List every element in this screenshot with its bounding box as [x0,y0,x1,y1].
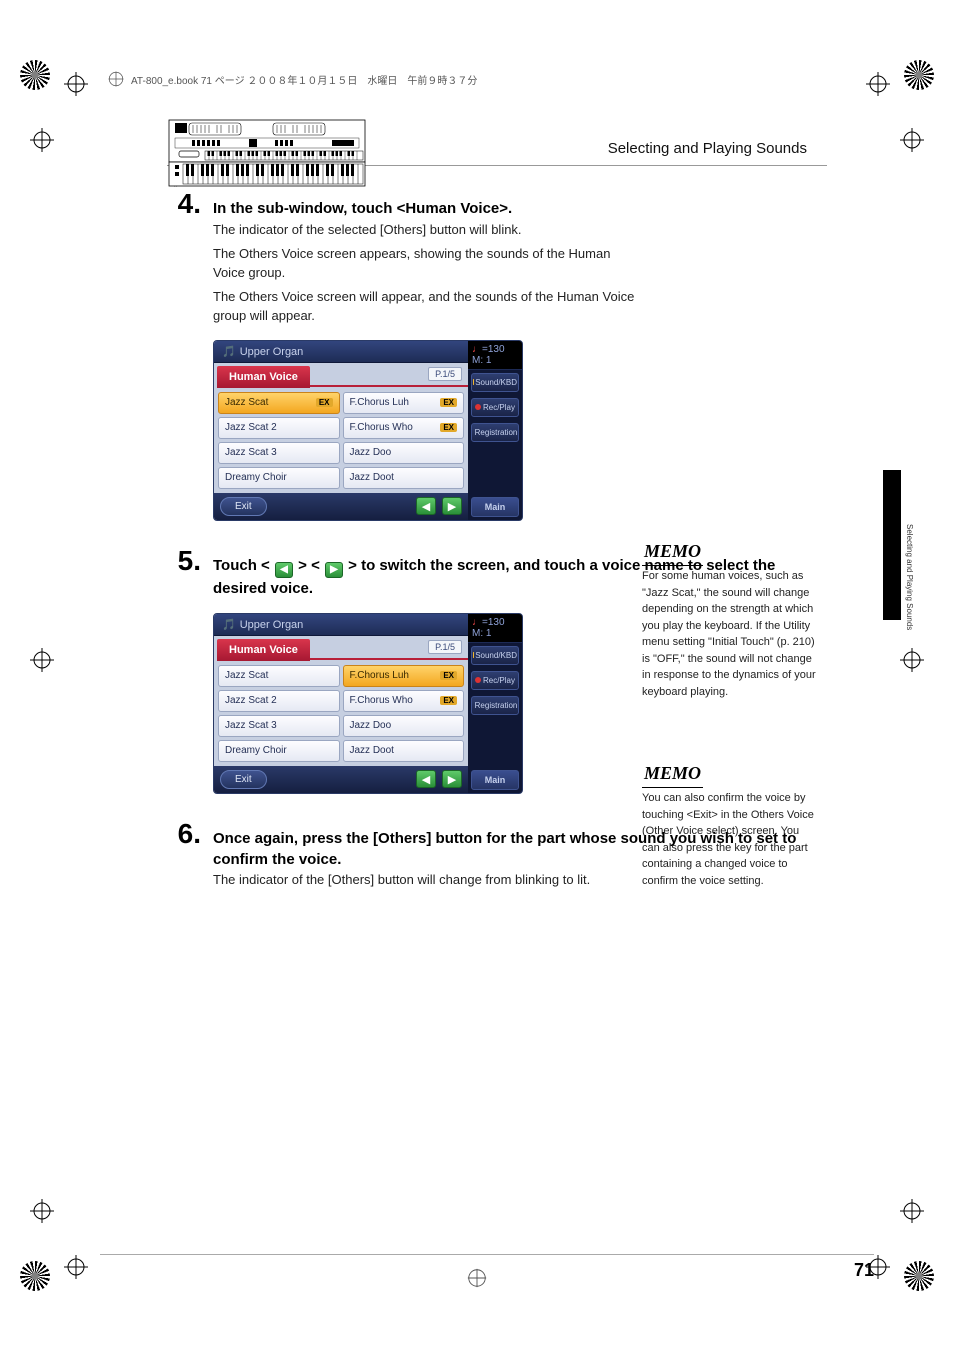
ss-voice-cell[interactable]: Jazz Scat 3 [218,442,340,464]
step-body-text: The indicator of the [Others] button wil… [213,870,643,890]
ss-side-rec-play[interactable]: Rec/Play [471,671,519,690]
ss-exit-button[interactable]: Exit [220,497,267,516]
ss-voice-cell[interactable]: Jazz Scat [218,665,340,687]
memo-text: You can also confirm the voice by touchi… [642,790,817,889]
ss-voice-cell[interactable]: F.Chorus WhoEX [343,690,465,712]
ss-voice-cell[interactable]: Jazz Doot [343,740,465,762]
ss-voice-cell[interactable]: Jazz Scat 2 [218,417,340,439]
print-header: AT-800_e.book 71 ページ ２００８年１０月１５日 水曜日 午前９… [107,70,887,88]
ss-voice-cell[interactable]: Dreamy Choir [218,740,340,762]
right-arrow-icon: ▶ [325,562,343,578]
ss-prev-arrow[interactable]: ◀ [416,770,436,788]
left-arrow-icon: ◀ [275,562,293,578]
step-body-text: The Others Voice screen appears, showing… [213,244,643,283]
ss-page-indicator: P.1/5 [428,367,462,381]
ss-tempo-display: ♩=130 M: 1 [468,614,522,643]
ss-title: 🎵Upper Organ [222,345,303,358]
ss-voice-cell[interactable]: Jazz Scat 3 [218,715,340,737]
reg-target-icon [30,1199,54,1223]
reg-mark-top-right [904,60,934,90]
ss-page-indicator: P.1/5 [428,640,462,654]
footer-reg-target [466,1267,488,1289]
ss-voice-cell[interactable]: Jazz Scat 2 [218,690,340,712]
step-4: 4. In the sub-window, touch <Human Voice… [167,188,807,521]
memo-label: MEMO [642,760,703,788]
reg-target-icon [64,1255,88,1279]
ss-next-arrow[interactable]: ▶ [442,770,462,788]
file-info-text: AT-800_e.book 71 ページ ２００８年１０月１５日 水曜日 午前９… [131,72,477,87]
ss-voice-cell[interactable]: Jazz Doo [343,442,465,464]
memo-text: For some human voices, such as "Jazz Sca… [642,568,817,700]
ss-voice-cell[interactable]: Dreamy Choir [218,467,340,489]
ss-side-main[interactable]: Main [471,770,519,790]
step-title: In the sub-window, touch <Human Voice>. [213,198,512,219]
step-body-text: The Others Voice screen will appear, and… [213,287,643,326]
ss-voice-cell[interactable]: Jazz Doo [343,715,465,737]
ss-tab-human-voice[interactable]: Human Voice [217,639,310,661]
reg-mark-bottom-right [904,1261,934,1291]
memo-label: MEMO [642,538,703,566]
step-number: 5. [167,545,201,577]
reg-mark-top-left [20,60,50,90]
ui-screenshot-1: 🎵Upper Organ Human Voice P.1/5 Jazz Scat… [213,340,523,521]
memo-2: MEMO You can also confirm the voice by t… [642,760,817,889]
ss-side-main[interactable]: Main [471,497,519,517]
ss-voice-cell[interactable]: Jazz ScatEX [218,392,340,414]
step-number: 4. [167,188,201,220]
ui-screenshot-2: 🎵Upper Organ Human Voice P.1/5 Jazz Scat… [213,613,523,794]
keyboard-illustration: ↔ [167,118,367,188]
reg-target-icon [30,128,54,152]
ss-voice-cell[interactable]: F.Chorus LuhEX [343,665,465,687]
ss-voice-cell[interactable]: F.Chorus LuhEX [343,392,465,414]
ss-side-registration[interactable]: Registration [471,696,519,715]
ss-voice-cell[interactable]: Jazz Doot [343,467,465,489]
ss-side-sound-kbd[interactable]: Sound/KBD [471,646,519,665]
reg-target-icon [900,648,924,672]
footer-divider [100,1254,874,1255]
ss-tab-human-voice[interactable]: Human Voice [217,366,310,388]
reg-mark-bottom-left [20,1261,50,1291]
ss-exit-button[interactable]: Exit [220,770,267,789]
ss-title: 🎵Upper Organ [222,618,303,631]
step-number: 6. [167,818,201,850]
memo-1: MEMO For some human voices, such as "Jaz… [642,538,817,700]
reg-target-icon [30,648,54,672]
ss-side-sound-kbd[interactable]: Sound/KBD [471,373,519,392]
side-tab-label: Selecting and Playing Sounds [905,524,914,630]
reg-target-icon [900,128,924,152]
page-number: 71 [854,1260,874,1281]
ss-next-arrow[interactable]: ▶ [442,497,462,515]
ss-side-rec-play[interactable]: Rec/Play [471,398,519,417]
step-body-text: The indicator of the selected [Others] b… [213,220,643,240]
reg-target-icon [900,1199,924,1223]
ss-prev-arrow[interactable]: ◀ [416,497,436,515]
ss-voice-cell[interactable]: F.Chorus WhoEX [343,417,465,439]
ss-tempo-display: ♩=130 M: 1 [468,341,522,370]
ss-side-registration[interactable]: Registration [471,423,519,442]
